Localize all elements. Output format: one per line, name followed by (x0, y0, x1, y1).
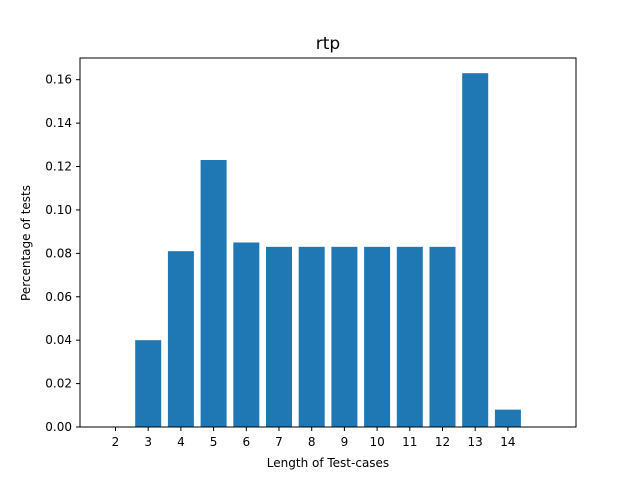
x-tick-label-7: 7 (275, 435, 283, 449)
x-tick-label-4: 4 (177, 435, 185, 449)
x-tick-label-8: 8 (308, 435, 316, 449)
x-tick-label-11: 11 (402, 435, 417, 449)
x-tick-label-5: 5 (210, 435, 218, 449)
y-tick-label-1: 0.02 (45, 377, 72, 391)
chart-title: rtp (316, 34, 340, 54)
y-tick-label-4: 0.08 (45, 246, 72, 260)
bar-12 (429, 246, 456, 427)
x-axis-ticks: 2 3 4 5 6 7 8 9 10 11 12 13 14 (112, 427, 516, 449)
y-tick-label-8: 0.16 (45, 73, 72, 87)
bar-13 (462, 73, 489, 427)
bar-10 (364, 246, 391, 427)
bar-5 (200, 160, 227, 428)
x-axis-label: Length of Test-cases (267, 456, 389, 470)
y-axis-ticks: 0.00 0.02 0.04 0.06 0.08 0.10 0.12 0.14 0.16 (45, 73, 80, 434)
x-tick-label-9: 9 (341, 435, 349, 449)
y-axis-label: Percentage of tests (19, 185, 33, 301)
y-tick-label-5: 0.10 (45, 203, 72, 217)
x-tick-label-10: 10 (369, 435, 384, 449)
x-tick-label-3: 3 (144, 435, 152, 449)
bar-14 (494, 409, 521, 427)
y-tick-label-6: 0.12 (45, 160, 72, 174)
bar-7 (266, 246, 292, 427)
y-tick-label-2: 0.04 (45, 333, 72, 347)
x-tick-label-12: 12 (435, 435, 450, 449)
x-tick-label-6: 6 (242, 435, 250, 449)
x-tick-label-2: 2 (112, 435, 120, 449)
y-tick-label-3: 0.06 (45, 290, 72, 304)
x-tick-label-14: 14 (500, 435, 515, 449)
y-tick-label-7: 0.14 (45, 116, 72, 130)
bar-6 (233, 242, 260, 427)
bar-8 (298, 246, 325, 427)
x-tick-label-13: 13 (468, 435, 483, 449)
bars-group (135, 73, 521, 428)
bar-11 (396, 246, 423, 427)
y-tick-label-0: 0.00 (45, 420, 72, 434)
bar-3 (135, 340, 162, 427)
bar-4 (167, 251, 194, 427)
plot-frame (79, 57, 577, 428)
bar-9 (331, 246, 358, 427)
